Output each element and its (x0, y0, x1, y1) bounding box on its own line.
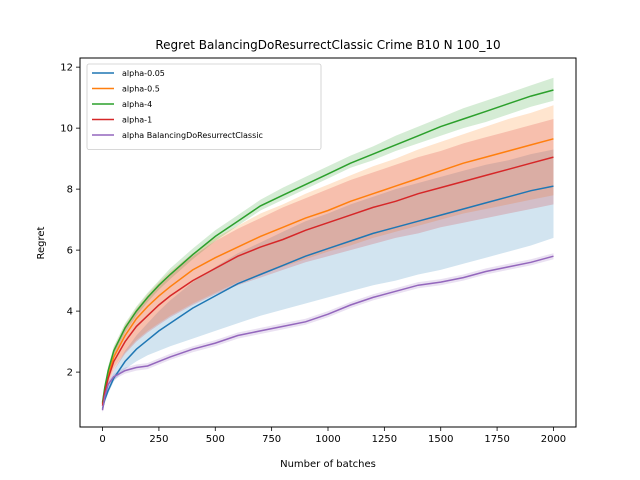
y-tick-label-1: 4 (67, 307, 73, 318)
line-series-2 (101, 89, 554, 403)
line-series-3 (101, 156, 554, 406)
x-tick-label-1: 250 (149, 434, 168, 445)
x-tick-label-4: 1000 (315, 434, 340, 445)
line-series-4 (101, 255, 554, 411)
legend-box (86, 63, 322, 150)
legend: alpha-0.05 alpha-0.5 alpha-4 alpha-1 alpha B… (86, 63, 322, 150)
band-series-2 (102, 77, 554, 406)
legend-label-1: alpha-0.5 (122, 85, 160, 94)
chart-title: Regret BalancingDoResurrectClassic Crime… (155, 38, 500, 52)
x-tick-label-0: 0 (99, 434, 105, 445)
x-tick-label-5: 1250 (372, 434, 397, 445)
legend-label-4: alpha BalancingDoResurrectClassic (122, 131, 263, 140)
line-series-0 (101, 185, 554, 409)
band-series-3 (102, 119, 554, 409)
x-tick-label-8: 2000 (541, 434, 566, 445)
x-tick-label-3: 750 (262, 434, 281, 445)
legend-label-3: alpha-1 (122, 116, 152, 125)
line-series-1 (101, 138, 554, 405)
legend-label-0: alpha-0.05 (122, 69, 165, 78)
x-axis-ticks: 0 250 500 750 1000 1250 1500 1750 2000 (99, 427, 566, 445)
y-tick-label-3: 8 (67, 185, 73, 196)
y-tick-label-5: 12 (60, 63, 73, 74)
y-tick-label-4: 10 (60, 124, 73, 135)
legend-label-2: alpha-4 (122, 100, 152, 109)
y-axis-ticks: 2 4 6 8 10 12 (60, 63, 80, 379)
y-axis-label: Regret (36, 226, 47, 259)
y-tick-label-2: 6 (67, 246, 73, 257)
y-tick-label-0: 2 (67, 368, 73, 379)
x-axis-label: Number of batches (280, 459, 376, 470)
band-series-4 (102, 253, 554, 414)
band-series-1 (102, 105, 554, 408)
x-tick-label-7: 1750 (484, 434, 509, 445)
x-tick-label-2: 500 (206, 434, 225, 445)
x-tick-label-6: 1500 (428, 434, 453, 445)
series-lines (101, 89, 554, 411)
